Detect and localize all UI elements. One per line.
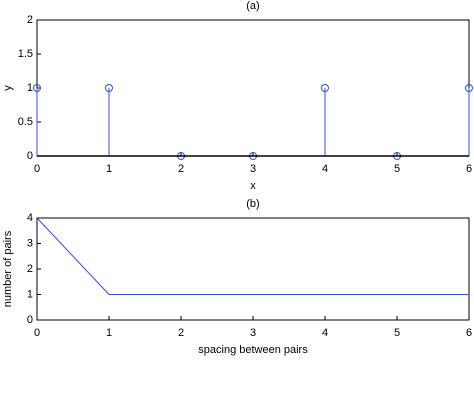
y-tick-label: 3 <box>27 237 33 249</box>
y-tick-label: 1.5 <box>18 48 33 60</box>
y-tick-label: 0 <box>27 314 33 326</box>
x-tick-label: 4 <box>322 327 328 339</box>
x-tick-label: 0 <box>34 163 40 175</box>
x-tick-label: 1 <box>106 327 112 339</box>
chart-title: (b) <box>246 198 259 210</box>
x-tick-label: 3 <box>250 327 256 339</box>
x-axis-label: spacing between pairs <box>198 344 308 356</box>
y-tick-label: 0 <box>27 150 33 162</box>
data-line <box>36 217 469 295</box>
x-tick-label: 3 <box>250 163 256 175</box>
plot-frame <box>36 19 470 157</box>
x-tick-label: 4 <box>322 163 328 175</box>
y-axis-label: number of pairs <box>2 230 14 307</box>
stem-marker <box>105 84 113 92</box>
plot-frame <box>36 217 470 321</box>
x-tick-label: 6 <box>466 163 472 175</box>
x-tick-label: 5 <box>394 327 400 339</box>
stem-marker <box>33 84 41 92</box>
x-tick-label: 2 <box>178 163 184 175</box>
y-tick-label: 2 <box>27 263 33 275</box>
y-tick-label: 2 <box>27 14 33 26</box>
x-tick-label: 1 <box>106 163 112 175</box>
x-tick-label: 6 <box>466 327 472 339</box>
chart-title: (a) <box>246 0 259 12</box>
x-tick-label: 5 <box>394 163 400 175</box>
y-tick-label: 0.5 <box>18 116 33 128</box>
x-axis-label: x <box>250 180 256 192</box>
stem-marker <box>321 84 329 92</box>
y-tick-label: 1 <box>27 82 33 94</box>
y-axis-label: y <box>2 85 14 91</box>
y-tick-label: 1 <box>27 288 33 300</box>
stem-marker <box>465 84 473 92</box>
x-tick-label: 0 <box>34 327 40 339</box>
y-tick-label: 4 <box>27 212 33 224</box>
x-tick-label: 2 <box>178 327 184 339</box>
